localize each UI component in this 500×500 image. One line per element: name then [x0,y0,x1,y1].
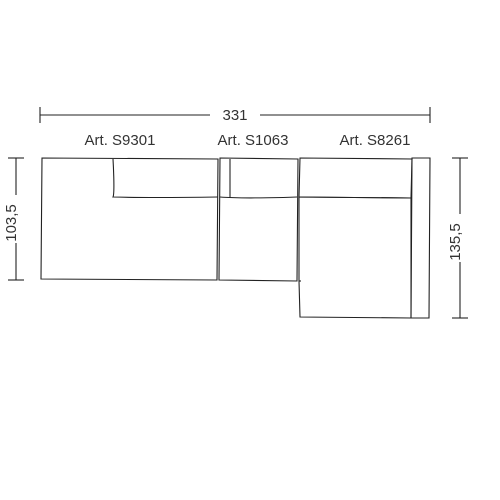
article-label-3: Art. S8261 [340,132,411,149]
module-3-back [299,158,412,198]
right-height-value: 135,5 [447,223,464,261]
width-dimension: 331 [40,107,430,124]
right-height-dimension: 135,5 [447,158,468,318]
article-label-1: Art. S9301 [85,132,156,149]
module-3-arm [411,158,430,318]
sofa-outline [41,158,430,318]
left-height-value: 103,5 [3,204,20,242]
left-height-dimension: 103,5 [3,158,24,280]
module-3-chaise [299,197,411,318]
module-1-body [41,158,218,280]
article-label-2: Art. S1063 [218,132,289,149]
sofa-diagram: 331 Art. S9301 Art. S1063 Art. S8261 103… [0,0,500,500]
module-2-cushion [220,197,297,198]
module-2-body [219,158,298,281]
module-1-cushion [113,159,218,197]
width-value: 331 [222,107,247,124]
